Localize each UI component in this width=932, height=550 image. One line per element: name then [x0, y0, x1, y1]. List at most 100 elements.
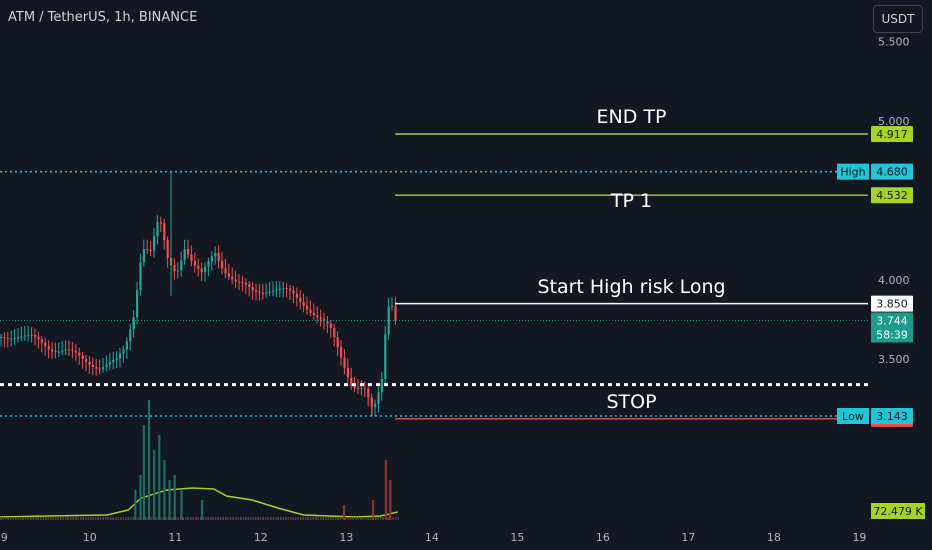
candle: [350, 377, 353, 387]
candle: [23, 335, 26, 337]
candle: [98, 368, 101, 370]
volume-bar: [377, 517, 379, 520]
volume-bar: [330, 517, 332, 520]
candle: [142, 249, 145, 263]
annotation-lines: [0, 133, 868, 420]
candle: [207, 261, 210, 267]
volume-bar: [365, 517, 367, 520]
volume-bar: [340, 517, 342, 520]
candle: [119, 353, 122, 359]
volume-bar: [247, 517, 249, 520]
candle: [258, 291, 261, 293]
candle: [377, 392, 380, 404]
volume-bar: [232, 517, 234, 520]
candle: [367, 388, 370, 398]
candle: [61, 350, 64, 352]
volume-bar: [40, 517, 42, 520]
volume-bar: [15, 517, 17, 520]
candle: [374, 403, 377, 407]
candle: [57, 351, 60, 353]
volume-bar: [227, 517, 229, 520]
volume-bar: [85, 517, 87, 520]
bar-countdown: 58:39: [876, 328, 908, 341]
volume-bar: [102, 517, 104, 520]
candle: [159, 222, 162, 224]
volume-value: 72.479 K: [873, 505, 923, 518]
volume-bar: [272, 517, 274, 520]
volume-bar: [52, 517, 54, 520]
volume-bar: [322, 517, 324, 520]
volume-bar: [17, 517, 19, 520]
volume-bar: [295, 517, 297, 520]
candle: [85, 359, 88, 362]
volume-bar: [139, 475, 142, 520]
volume-bar: [160, 517, 162, 520]
volume-bar: [0, 517, 2, 520]
candle: [241, 282, 244, 284]
volume-bar: [362, 517, 364, 520]
volume-bar: [30, 517, 32, 520]
candle: [387, 306, 390, 335]
candle: [272, 290, 275, 292]
volume-bar: [165, 517, 167, 520]
volume-bar: [347, 517, 349, 520]
volume-bar: [47, 517, 49, 520]
volume-bar: [230, 517, 232, 520]
candle: [289, 288, 292, 291]
volume-bar: [240, 517, 242, 520]
volume-bar: [225, 517, 227, 520]
volume-bar: [125, 517, 127, 520]
candle: [88, 361, 91, 365]
volume-bar: [117, 517, 119, 520]
volume-bar: [317, 517, 319, 520]
price-tag-bg: [871, 187, 913, 204]
volume-bar: [202, 517, 204, 520]
low-value-tag-bg: [871, 407, 913, 424]
candle: [102, 367, 105, 370]
volume-bar: [382, 517, 384, 520]
volume-bar: [70, 517, 72, 520]
candle: [302, 301, 305, 306]
volume-bar: [327, 517, 329, 520]
time-axis: 9 10 11 12 13 14 15 16 17 18 19: [1, 531, 867, 544]
price-tag-bg: [871, 295, 913, 312]
time-tick-label: 10: [83, 531, 97, 544]
volume-bar: [310, 517, 312, 520]
candle: [380, 378, 383, 393]
currency-button[interactable]: USDT: [873, 5, 923, 33]
candle: [40, 339, 43, 343]
chart-title: ATM / TetherUS, 1h, BINANCE: [8, 10, 198, 25]
candle: [295, 293, 298, 298]
volume-bar: [287, 517, 289, 520]
high-value-tag-bg: [871, 163, 913, 180]
volume-bar: [77, 517, 79, 520]
volume-bar: [32, 517, 34, 520]
candle: [251, 286, 254, 291]
volume-bar: [397, 517, 399, 520]
volume-bar: [142, 425, 146, 520]
candle: [306, 305, 309, 310]
candle: [190, 254, 193, 261]
volume-bar: [55, 517, 57, 520]
candle: [122, 349, 125, 354]
candle: [285, 288, 288, 290]
volume-bar: [300, 517, 302, 520]
volume-bar: [153, 450, 156, 520]
candle: [340, 347, 343, 358]
volume-bar: [315, 517, 317, 520]
volume-bar: [367, 517, 369, 520]
volume-pane: [0, 400, 399, 520]
candle: [248, 284, 251, 287]
volume-bar: [370, 517, 372, 520]
time-tick-label: 15: [510, 531, 524, 544]
volume-bar: [168, 480, 171, 520]
volume-bar: [132, 517, 134, 520]
candle: [326, 321, 329, 324]
candle: [47, 346, 50, 350]
volume-bar: [332, 517, 334, 520]
candle: [74, 350, 77, 353]
candle: [132, 317, 135, 330]
annotation-start-long: Start High risk Long: [537, 275, 726, 298]
candle: [238, 281, 241, 283]
